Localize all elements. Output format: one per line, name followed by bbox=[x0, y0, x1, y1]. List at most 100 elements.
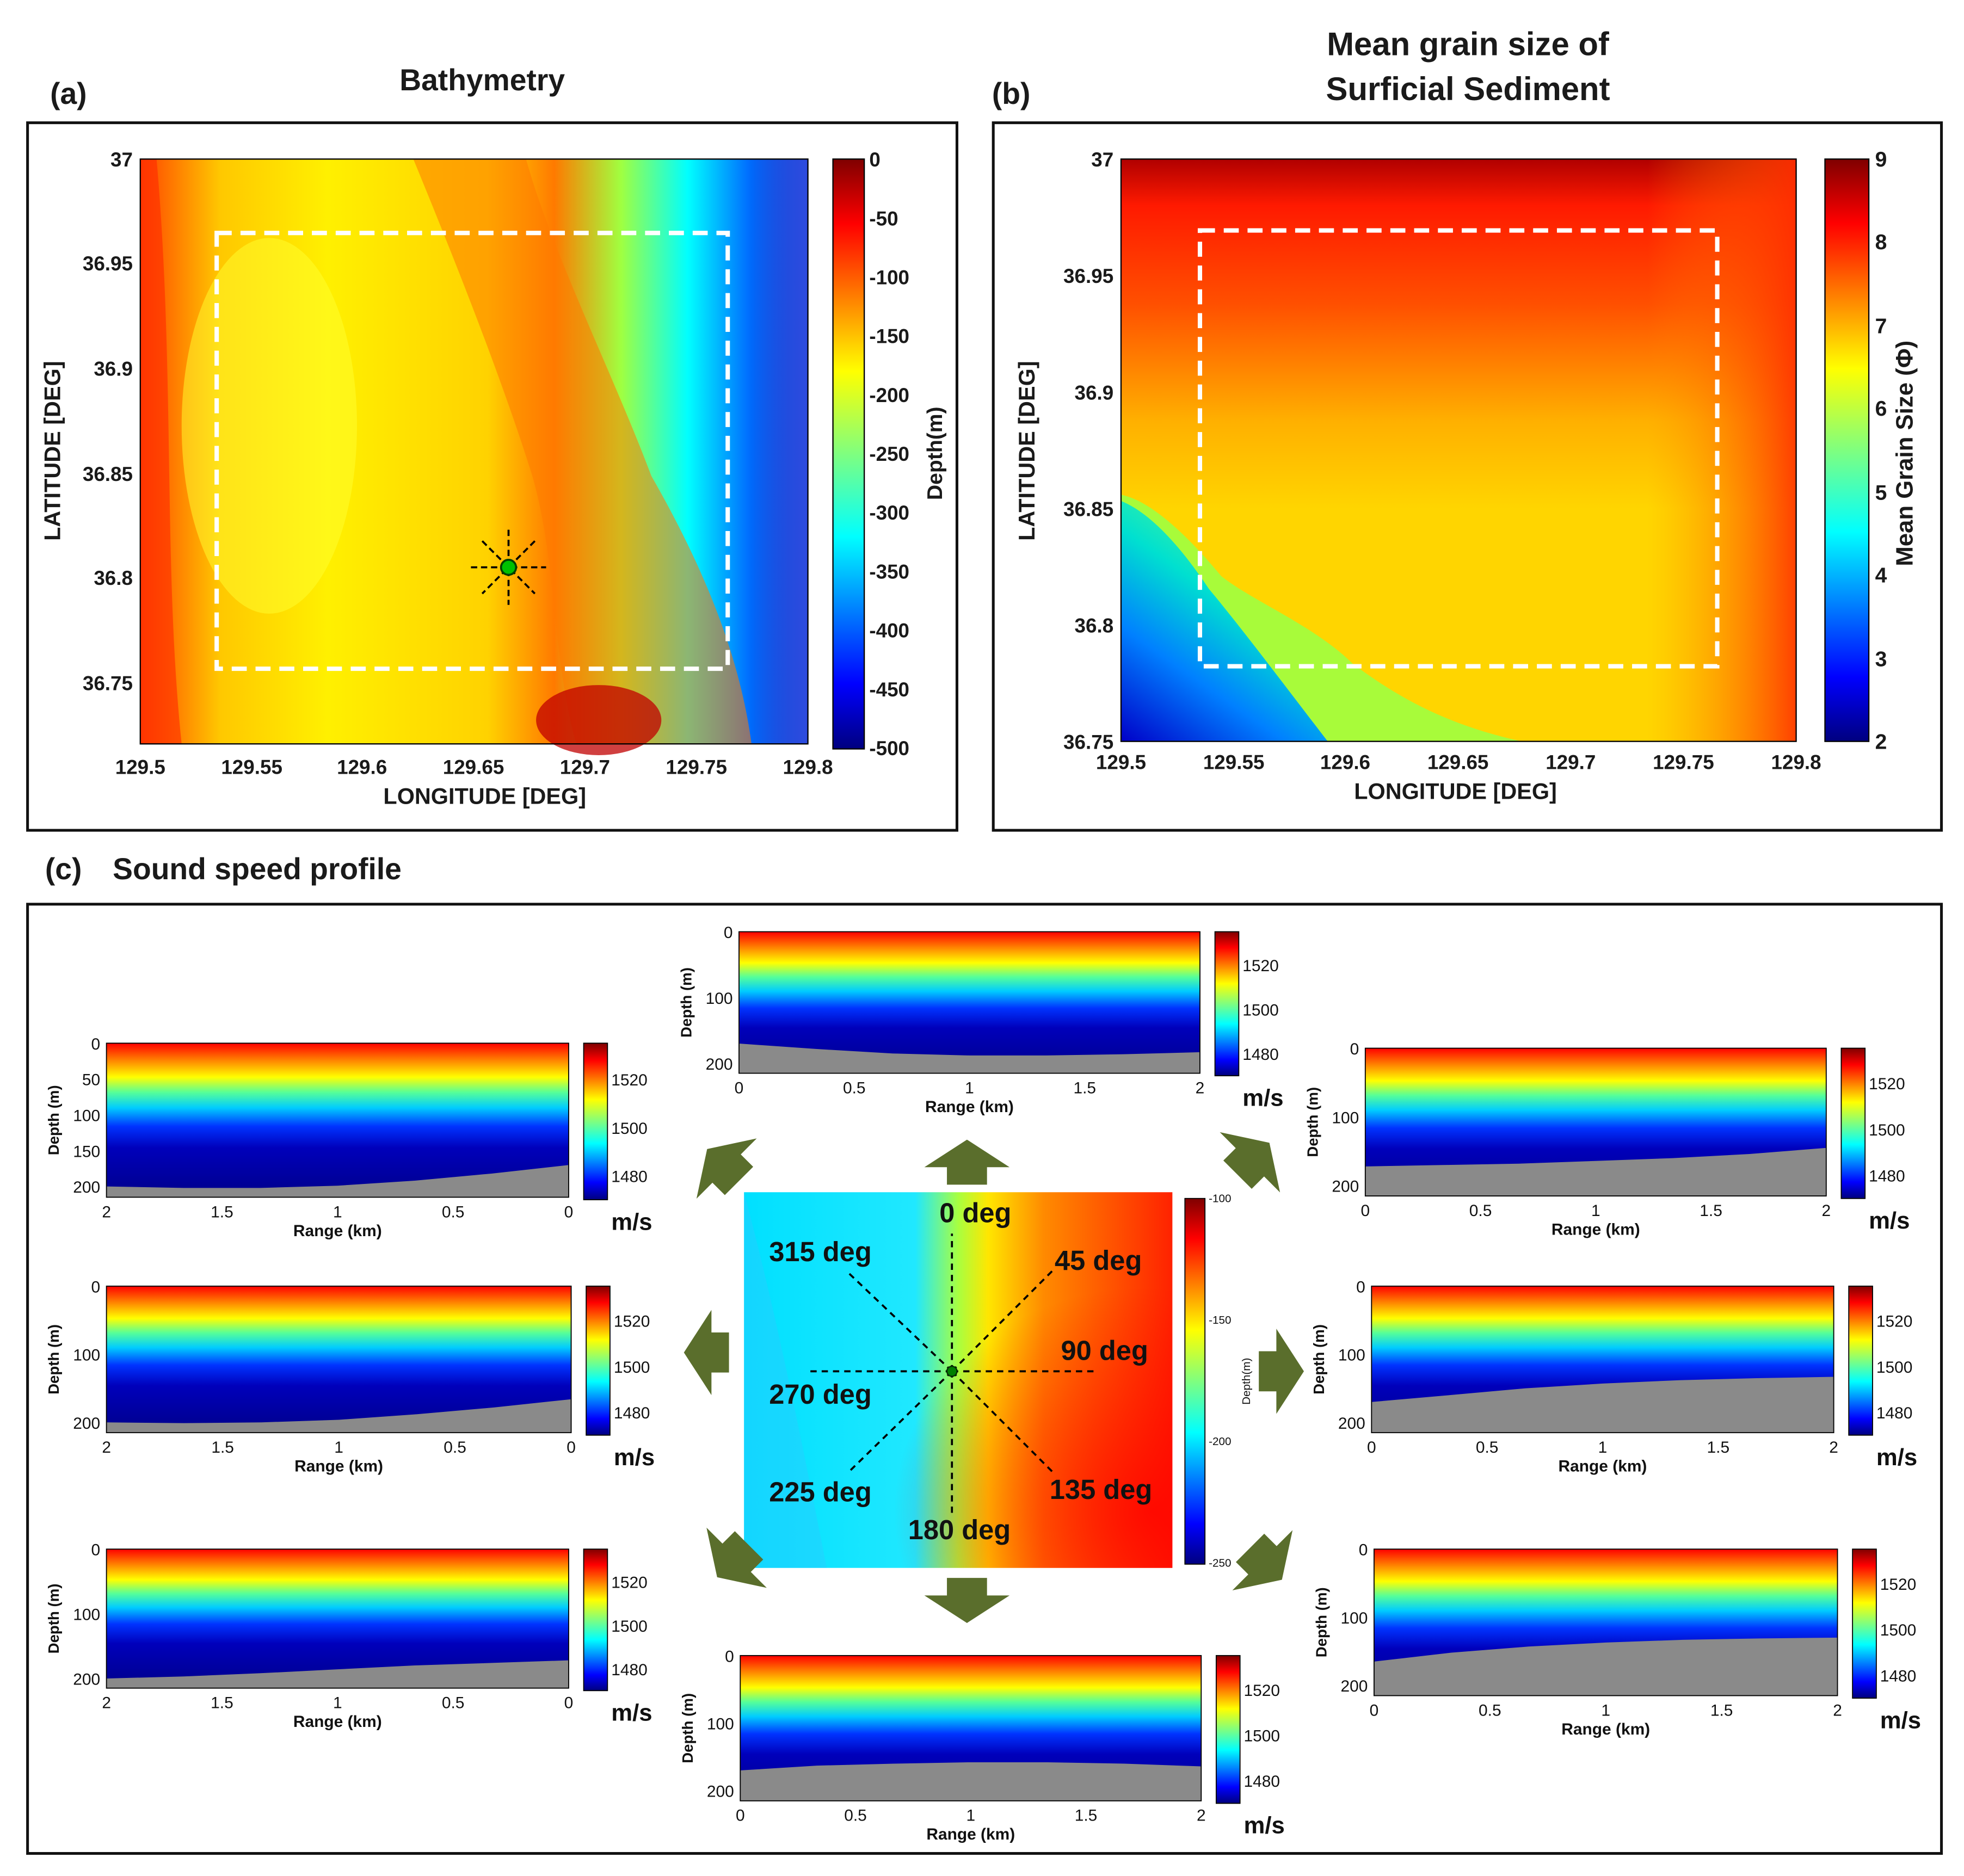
arrow-180 bbox=[924, 1578, 1010, 1624]
ssp-xtick-225-deg-2: 1 bbox=[333, 1694, 342, 1712]
seabed-135-deg bbox=[1374, 1637, 1838, 1696]
ssp-axes-0-deg bbox=[738, 931, 1200, 1074]
ssp-ytick-135-deg-1: 100 bbox=[1341, 1609, 1368, 1627]
ssp-cbtick-135-deg-1: 1500 bbox=[1880, 1621, 1917, 1639]
ssp-ytick-90-deg-2: 200 bbox=[1338, 1415, 1365, 1433]
bearing-label-225: 225 deg bbox=[769, 1477, 872, 1508]
ssp-axes-45-deg bbox=[1364, 1047, 1827, 1197]
ytick-a-2: 36.9 bbox=[94, 358, 133, 380]
ssp-cbtick-225-deg-0: 1520 bbox=[611, 1574, 648, 1592]
ssp-ytick-0-deg-2: 200 bbox=[706, 1056, 733, 1073]
ssp-colorbar-225-deg bbox=[583, 1548, 608, 1692]
seabed-315-deg bbox=[106, 1165, 569, 1198]
ssp-ylabel-0-deg: Depth (m) bbox=[678, 967, 695, 1038]
ssp-xtick-135-deg-2: 1 bbox=[1601, 1701, 1610, 1719]
ssp-colorbar-90-deg bbox=[1848, 1285, 1873, 1436]
title-b-line2: Surficial Sediment bbox=[1326, 71, 1610, 107]
ssp-xtick-270-deg-3: 0.5 bbox=[444, 1439, 466, 1457]
ssp-xtick-180-deg-4: 2 bbox=[1197, 1807, 1206, 1825]
ssp-cbtick-315-deg-0: 1520 bbox=[611, 1071, 648, 1089]
ssp-plot-270-deg: 2 1.5 1 0.5 0 0 100 200 Range (km) Depth (m) 1520 1… bbox=[45, 1278, 655, 1475]
ssp-colorbar-135-deg bbox=[1852, 1548, 1877, 1699]
ssp-xlabel-180-deg: Range (km) bbox=[926, 1825, 1015, 1843]
frame-a bbox=[26, 121, 958, 832]
ssp-colorbar-180-deg bbox=[1215, 1655, 1241, 1804]
ssp-xtick-135-deg-0: 0 bbox=[1370, 1701, 1379, 1719]
ssp-xtick-90-deg-2: 1 bbox=[1598, 1439, 1608, 1457]
cbtick-b-7: 2 bbox=[1875, 730, 1887, 754]
ssp-plot-225-deg: 2 1.5 1 0.5 0 0 100 200 Range (km) Depth (m) 1520 1… bbox=[45, 1541, 652, 1731]
ssp-plot-180-deg: 0 0.5 1 1.5 2 0 100 200 Range (km) Depth (m) 1520 1… bbox=[679, 1647, 1285, 1843]
xtick-b-1: 129.55 bbox=[1203, 751, 1265, 773]
ssp-colorbar-0-deg bbox=[1214, 931, 1240, 1077]
cbtick-b-1: 8 bbox=[1875, 231, 1887, 254]
axes-a bbox=[139, 158, 809, 745]
frame-b bbox=[992, 121, 1943, 832]
ssp-ylabel-225-deg: Depth (m) bbox=[45, 1584, 62, 1654]
ssp-ytick-135-deg-2: 200 bbox=[1341, 1677, 1368, 1695]
ssp-cbtick-225-deg-2: 1480 bbox=[611, 1661, 648, 1679]
cbtick-a-10: -500 bbox=[869, 737, 909, 760]
ssp-cbtick-45-deg-1: 1500 bbox=[1869, 1121, 1905, 1139]
center-colorbar-label: Depth(m) bbox=[1240, 1358, 1253, 1405]
ytick-b-4: 36.8 bbox=[1075, 614, 1114, 637]
ssp-xtick-45-deg-2: 1 bbox=[1591, 1202, 1600, 1220]
ssp-ytick-315-deg-4: 200 bbox=[73, 1178, 100, 1196]
ssp-ylabel-315-deg: Depth (m) bbox=[45, 1085, 62, 1155]
transect-lines bbox=[805, 1233, 1099, 1516]
ssp-ytick-180-deg-1: 100 bbox=[707, 1715, 734, 1733]
ssp-ytick-180-deg-2: 200 bbox=[707, 1783, 734, 1801]
cbtick-a-3: -150 bbox=[869, 325, 909, 348]
ssp-xtick-0-deg-4: 2 bbox=[1196, 1079, 1205, 1097]
cbtick-a-2: -100 bbox=[869, 267, 909, 289]
ssp-xtick-180-deg-3: 1.5 bbox=[1075, 1807, 1098, 1825]
arrow-0 bbox=[924, 1139, 1010, 1185]
seabed-45-deg bbox=[1365, 1147, 1826, 1196]
ssp-ytick-225-deg-2: 200 bbox=[73, 1670, 100, 1688]
ytick-a-0: 37 bbox=[110, 149, 133, 171]
ssp-xtick-225-deg-0: 2 bbox=[102, 1694, 111, 1712]
xtick-a-3: 129.65 bbox=[443, 756, 504, 778]
xticks-b: 129.5 129.55 129.6 129.65 129.7 129.75 1… bbox=[1096, 751, 1821, 773]
xtick-b-6: 129.8 bbox=[1771, 751, 1821, 773]
ssp-xtick-0-deg-2: 1 bbox=[965, 1079, 974, 1097]
ssp-ylabel-180-deg: Depth (m) bbox=[679, 1693, 696, 1763]
ssp-ytick-270-deg-2: 200 bbox=[73, 1415, 100, 1433]
ssp-axes-225-deg bbox=[106, 1548, 569, 1689]
colorbar-label-b: Mean Grain Size (Φ) bbox=[1892, 341, 1918, 566]
ssp-xtick-90-deg-1: 0.5 bbox=[1476, 1439, 1499, 1457]
ssp-cbtick-90-deg-0: 1520 bbox=[1876, 1313, 1913, 1331]
ssp-xtick-90-deg-4: 2 bbox=[1829, 1439, 1838, 1457]
ssp-xtick-0-deg-3: 1.5 bbox=[1073, 1079, 1096, 1097]
ssp-xtick-45-deg-0: 0 bbox=[1360, 1202, 1370, 1220]
source-marker bbox=[471, 529, 546, 605]
ssp-ytick-0-deg-0: 0 bbox=[724, 924, 733, 942]
ssp-cbtick-45-deg-2: 1480 bbox=[1869, 1168, 1905, 1186]
ssp-unit-315-deg: m/s bbox=[611, 1208, 652, 1235]
ytick-a-4: 36.8 bbox=[94, 567, 133, 589]
ssp-ytick-135-deg-0: 0 bbox=[1359, 1541, 1368, 1559]
xtick-a-0: 129.5 bbox=[115, 756, 165, 778]
ssp-cbtick-135-deg-0: 1520 bbox=[1880, 1576, 1917, 1594]
center-map bbox=[744, 1192, 1173, 1568]
cbtick-b-0: 9 bbox=[1875, 148, 1887, 171]
ssp-cbtick-90-deg-2: 1480 bbox=[1876, 1404, 1913, 1422]
arrow-270 bbox=[684, 1310, 729, 1396]
ssp-ytick-180-deg-0: 0 bbox=[725, 1647, 734, 1665]
ssp-ytick-225-deg-1: 100 bbox=[73, 1606, 100, 1624]
ssp-xlabel-90-deg: Range (km) bbox=[1559, 1458, 1647, 1476]
ssp-axes-315-deg bbox=[106, 1042, 569, 1198]
seabed-90-deg bbox=[1371, 1377, 1834, 1433]
ssp-unit-180-deg: m/s bbox=[1244, 1812, 1285, 1839]
ssp-xtick-225-deg-3: 0.5 bbox=[442, 1694, 465, 1712]
title-a: Bathymetry bbox=[399, 63, 565, 97]
ytick-b-3: 36.85 bbox=[1063, 498, 1113, 520]
ssp-cbtick-135-deg-2: 1480 bbox=[1880, 1667, 1917, 1685]
ssp-xtick-180-deg-0: 0 bbox=[736, 1807, 745, 1825]
ytick-b-2: 36.9 bbox=[1075, 381, 1114, 404]
bearing-labels: 0 deg 45 deg 90 deg 135 deg 180 deg 225 … bbox=[769, 1197, 1152, 1545]
ssp-ylabel-45-deg: Depth (m) bbox=[1304, 1087, 1321, 1157]
cbtick-a-6: -300 bbox=[869, 502, 909, 524]
cbtick-b-6: 3 bbox=[1875, 648, 1887, 671]
